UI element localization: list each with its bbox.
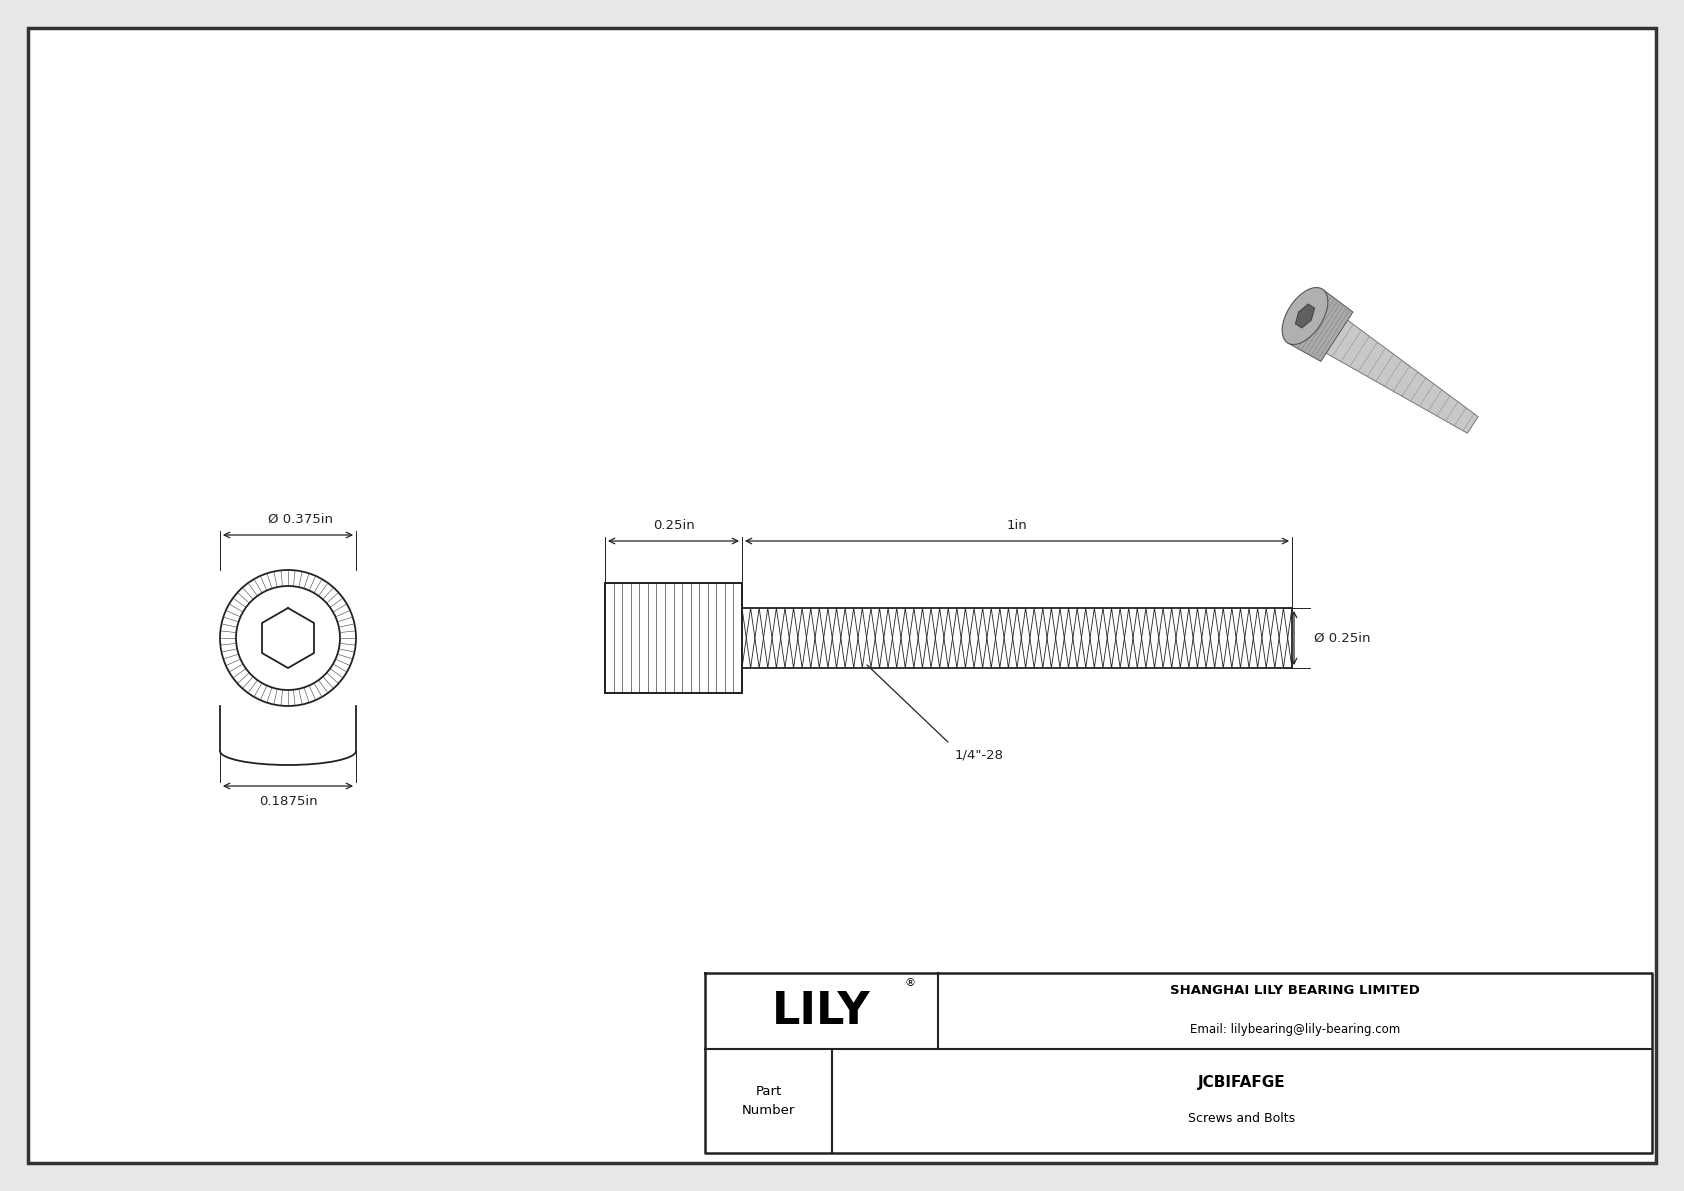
Text: Ø 0.25in: Ø 0.25in	[1314, 631, 1371, 644]
Polygon shape	[1295, 304, 1315, 328]
Polygon shape	[1293, 298, 1479, 434]
Text: Screws and Bolts: Screws and Bolts	[1189, 1112, 1295, 1125]
Text: Ø 0.375in: Ø 0.375in	[268, 513, 332, 526]
Circle shape	[221, 570, 355, 706]
Text: 1in: 1in	[1007, 519, 1027, 532]
Circle shape	[236, 586, 340, 690]
Text: SHANGHAI LILY BEARING LIMITED: SHANGHAI LILY BEARING LIMITED	[1170, 985, 1420, 998]
Text: Email: lilybearing@lily-bearing.com: Email: lilybearing@lily-bearing.com	[1191, 1023, 1399, 1035]
Polygon shape	[1288, 289, 1352, 361]
Text: JCBIFAFGE: JCBIFAFGE	[1199, 1075, 1287, 1091]
Ellipse shape	[1282, 287, 1329, 344]
FancyBboxPatch shape	[29, 29, 1655, 1162]
Text: Part
Number: Part Number	[743, 1085, 795, 1117]
Text: ®: ®	[904, 978, 914, 989]
Text: 0.25in: 0.25in	[653, 519, 694, 532]
Text: 1/4"-28: 1/4"-28	[955, 749, 1004, 762]
Text: LILY: LILY	[773, 990, 871, 1033]
Bar	[605, 584, 743, 693]
Text: 0.1875in: 0.1875in	[259, 796, 317, 807]
